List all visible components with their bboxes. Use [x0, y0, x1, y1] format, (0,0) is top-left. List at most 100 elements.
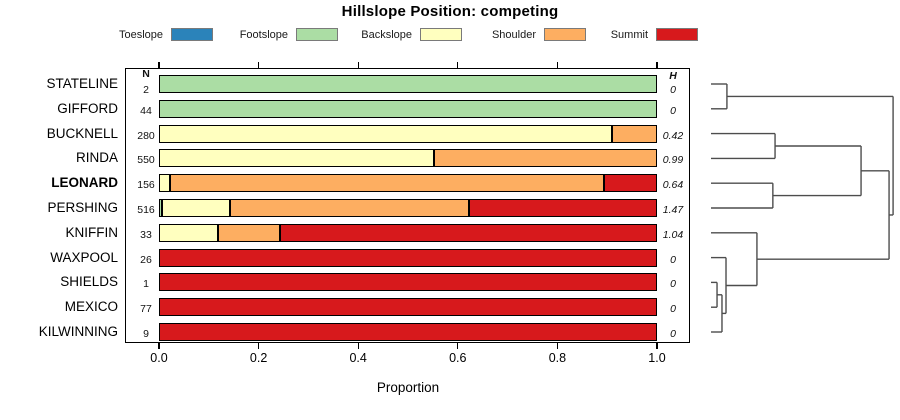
- bar-segment-summit: [159, 298, 657, 317]
- axis-tick-bottom: [556, 343, 558, 349]
- h-value: 1.04: [662, 228, 684, 241]
- row-label-kniffin: KNIFFIN: [65, 224, 119, 240]
- n-value: 516: [137, 204, 155, 216]
- legend-label-footslope: Footslope: [239, 28, 288, 41]
- stacked-bar-leonard: [159, 174, 657, 193]
- axis-tick-top: [656, 62, 658, 68]
- x-tick-label: 0.8: [548, 351, 567, 365]
- plot-frame: [125, 68, 690, 343]
- legend-item-backslope: Backslope: [361, 27, 462, 42]
- n-value: 550: [137, 154, 155, 167]
- h-value: 0.99: [662, 154, 684, 167]
- n-value: 77: [140, 303, 152, 316]
- row-label-pershing: PERSHING: [47, 200, 118, 215]
- summit-color-swatch: [656, 28, 698, 41]
- row-label-gifford: GIFFORD: [57, 100, 118, 116]
- bar-segment-summit: [159, 323, 657, 341]
- bar-segment-summit: [159, 248, 657, 267]
- bar-segment-backslope: [159, 174, 170, 193]
- x-axis-title: Proportion: [376, 380, 440, 395]
- axis-tick-bottom: [357, 343, 359, 349]
- legend-label-backslope: Backslope: [361, 28, 412, 41]
- n-value: 9: [143, 328, 149, 340]
- axis-tick-bottom: [656, 343, 658, 349]
- bar-segment-shoulder: [218, 223, 280, 242]
- bar-segment-summit: [603, 174, 657, 193]
- bar-segment-shoulder: [230, 199, 469, 217]
- h-value: 0: [670, 303, 676, 316]
- h-value: 0: [670, 328, 676, 340]
- h-value: 0: [670, 278, 676, 291]
- n-value: 33: [140, 228, 152, 241]
- axis-tick-bottom: [258, 343, 260, 349]
- axis-tick-top: [556, 62, 558, 68]
- h-column-header: H: [669, 70, 677, 82]
- stacked-bar-gifford: [159, 99, 657, 118]
- bar-segment-footslope: [159, 99, 657, 118]
- stacked-bar-bucknell: [159, 124, 657, 143]
- legend-item-toeslope: Toeslope: [119, 27, 213, 42]
- row-label-bucknell: BUCKNELL: [46, 125, 118, 141]
- stacked-bar-kniffin: [159, 223, 657, 242]
- h-value: 0.64: [662, 179, 684, 192]
- row-label-mexico: MEXICO: [64, 299, 118, 315]
- n-column-header: N: [142, 68, 150, 80]
- bar-segment-summit: [159, 273, 657, 292]
- footslope-color-swatch: [296, 28, 338, 41]
- n-value: 280: [137, 129, 155, 142]
- bar-segment-summit: [468, 199, 657, 217]
- n-value: 44: [140, 104, 152, 117]
- row-label-kilwinning: KILWINNING: [38, 324, 118, 339]
- shoulder-color-swatch: [544, 28, 586, 41]
- x-tick-label: 0.4: [349, 351, 367, 365]
- h-value: 0: [670, 104, 676, 117]
- h-value: 0.42: [662, 129, 684, 142]
- n-value: 26: [140, 253, 152, 266]
- bar-segment-shoulder: [169, 174, 604, 193]
- axis-tick-top: [457, 62, 459, 68]
- x-tick-label: 0.2: [249, 351, 268, 365]
- n-value: 1: [143, 278, 149, 291]
- h-value: 0: [670, 253, 676, 266]
- legend-label-summit: Summit: [610, 28, 648, 41]
- toeslope-color-swatch: [171, 28, 213, 41]
- stacked-bar-rinda: [159, 149, 657, 168]
- stacked-bar-mexico: [159, 298, 657, 317]
- row-label-rinda: RINDA: [75, 150, 118, 166]
- backslope-color-swatch: [420, 28, 462, 41]
- x-tick-label: 1.0: [648, 351, 666, 365]
- row-label-leonard: LEONARD: [51, 175, 118, 191]
- n-value: 156: [137, 179, 155, 192]
- bar-segment-footslope: [159, 199, 162, 217]
- bar-segment-backslope: [159, 124, 613, 143]
- row-label-stateline: STATELINE: [46, 76, 118, 91]
- axis-tick-top: [357, 62, 359, 68]
- bar-segment-shoulder: [612, 124, 657, 143]
- legend-item-summit: Summit: [611, 27, 698, 42]
- row-label-shields: SHIELDS: [60, 274, 118, 290]
- legend-item-shoulder: Shoulder: [492, 27, 586, 42]
- stacked-bar-pershing: [159, 199, 657, 217]
- legend-label-shoulder: Shoulder: [491, 28, 536, 41]
- chart-title: Hillslope Position: competing: [341, 3, 559, 20]
- axis-tick-top: [158, 62, 160, 68]
- bar-segment-backslope: [161, 199, 231, 217]
- axis-tick-bottom: [158, 343, 160, 349]
- x-tick-label: 0.6: [449, 351, 467, 365]
- legend-item-footslope: Footslope: [240, 27, 338, 42]
- row-label-waxpool: WAXPOOL: [50, 249, 118, 265]
- stacked-bar-shields: [159, 273, 657, 292]
- bar-segment-backslope: [159, 223, 219, 242]
- n-value: 2: [143, 84, 149, 96]
- bar-segment-shoulder: [434, 149, 657, 168]
- stacked-bar-waxpool: [159, 248, 657, 267]
- legend-label-toeslope: Toeslope: [118, 28, 163, 41]
- bar-segment-summit: [279, 223, 657, 242]
- bar-segment-backslope: [159, 149, 435, 168]
- stacked-bar-stateline: [159, 75, 657, 93]
- axis-tick-top: [258, 62, 260, 68]
- h-value: 0: [670, 84, 676, 96]
- x-tick-label: 0.0: [150, 351, 168, 365]
